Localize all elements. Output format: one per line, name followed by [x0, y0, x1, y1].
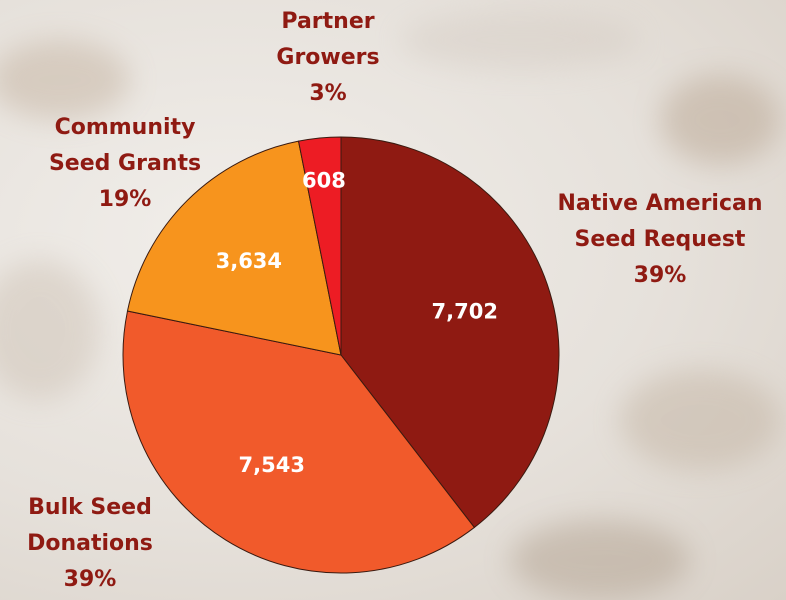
data-label: 608	[302, 168, 346, 192]
data-label: 3,634	[216, 249, 282, 273]
data-label: 7,702	[432, 300, 498, 324]
category-name: Partner Growers	[258, 4, 398, 76]
percent-label: 19%	[30, 182, 220, 218]
category-name: Native American Seed Request	[535, 186, 785, 258]
category-name: Community Seed Grants	[30, 110, 220, 182]
percent-label: 39%	[0, 562, 180, 598]
page: {"chart_data": {"type": "pie", "categori…	[0, 0, 786, 600]
data-label: 7,543	[239, 453, 305, 477]
percent-label: 3%	[258, 76, 398, 112]
category-name: Bulk Seed Donations	[0, 490, 180, 562]
percent-label: 39%	[535, 258, 785, 294]
